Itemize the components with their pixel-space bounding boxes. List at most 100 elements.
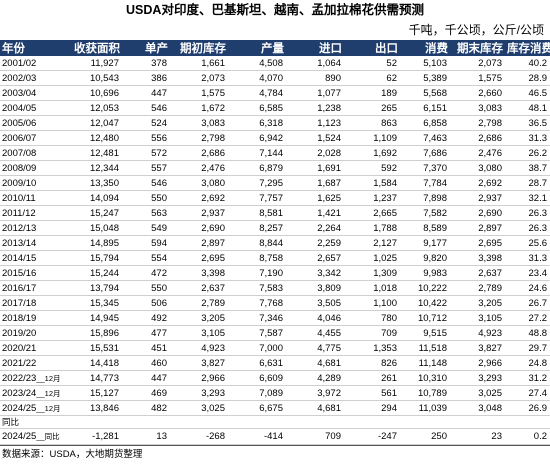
table-row: 2004/05 12,053 546 1,672 6,585 1,238 265 6,151 3…: [0, 100, 550, 116]
table-cell: 26.7: [505, 295, 550, 311]
year-cell: 2002/03: [0, 70, 65, 86]
table-cell: 4,508: [228, 56, 286, 71]
table-cell: 28.7: [505, 175, 550, 191]
table-cell: 826: [344, 355, 400, 371]
table-cell: 6,318: [228, 115, 286, 131]
table-cell: 15,896: [65, 325, 122, 341]
table-row: 2017/18 15,345 506 2,789 7,768 3,505 1,100 10,4…: [0, 295, 550, 311]
table-cell: 3,048: [450, 400, 505, 416]
table-cell: 2,127: [344, 235, 400, 251]
table-row: 2008/09 12,344 557 2,476 6,879 1,691 592 7,370 3…: [0, 160, 550, 176]
table-row: 2010/11 14,094 550 2,692 7,757 1,625 1,237 7,89…: [0, 190, 550, 206]
table-cell: 1,421: [286, 205, 344, 221]
table-cell: 2,690: [450, 205, 505, 221]
table-cell: 2,692: [450, 175, 505, 191]
table-cell: 4,289: [286, 370, 344, 386]
year-label: 2019/20: [2, 327, 37, 339]
table-cell: 23.4: [505, 265, 550, 281]
year-cell: 2014/15: [0, 250, 65, 266]
table-cell: 8,589: [400, 220, 450, 236]
table-cell: 3,293: [170, 385, 228, 401]
table-cell: -247: [344, 428, 400, 445]
table-cell: 24.6: [505, 280, 550, 296]
year-label: 2020/21: [2, 342, 37, 354]
table-cell: 4,681: [286, 355, 344, 371]
table-cell: 2,966: [170, 370, 228, 386]
table-cell: 4,923: [450, 325, 505, 341]
year-cell: 2005/06: [0, 115, 65, 131]
table-cell: 46.5: [505, 85, 550, 101]
table-row: 2013/14 14,895 594 2,897 8,844 2,259 2,127 9,17…: [0, 235, 550, 251]
table-cell: 3,205: [450, 295, 505, 311]
table-cell: 3,505: [286, 295, 344, 311]
table-cell: 7,582: [400, 205, 450, 221]
table-row: 2018/19 14,945 492 3,205 7,346 4,046 780 10,712…: [0, 310, 550, 326]
table-cell: 7,190: [228, 265, 286, 281]
table-cell: 10,222: [400, 280, 450, 296]
column-header: 产量: [228, 40, 286, 56]
year-label: 2013/14: [2, 237, 37, 249]
table-cell: 386: [122, 70, 170, 86]
year-cell: 2010/11: [0, 190, 65, 206]
unit-note: 千吨，千公顷，公斤/公顷: [408, 23, 544, 37]
table-cell: 7,686: [400, 145, 450, 161]
table-cell: 1,100: [344, 295, 400, 311]
table-cell: 2,637: [170, 280, 228, 296]
table-cell: 4,455: [286, 325, 344, 341]
year-label: 2008/09: [2, 162, 37, 174]
table-cell: 3,972: [286, 385, 344, 401]
table-cell: 26.3: [505, 205, 550, 221]
table-cell: 15,048: [65, 220, 122, 236]
source-note: 数据来源：USDA，大地期货整理: [0, 445, 550, 464]
table-cell: 2,665: [344, 205, 400, 221]
table-row: 2009/10 13,350 546 3,080 7,295 1,687 1,584 7,78…: [0, 175, 550, 191]
table-cell: 3,293: [450, 370, 505, 386]
table-cell: 524: [122, 115, 170, 131]
year-cell: 2016/17: [0, 280, 65, 296]
year-cell: 2015/16: [0, 265, 65, 281]
table-cell: 8,844: [228, 235, 286, 251]
table-cell: 7,768: [228, 295, 286, 311]
table-cell: 1,625: [286, 190, 344, 206]
table-cell: 4,070: [228, 70, 286, 86]
table-cell: 13,350: [65, 175, 122, 191]
year-cell: 2021/22: [0, 355, 65, 371]
table-cell: 14,945: [65, 310, 122, 326]
column-header: 单产: [122, 40, 170, 56]
table-cell: 12,481: [65, 145, 122, 161]
table-cell: 27.2: [505, 310, 550, 326]
column-header: 年份: [0, 40, 65, 56]
year-cell: 2024/25__12月: [0, 400, 65, 416]
table-cell: 48.8: [505, 325, 550, 341]
table-cell: 7,089: [228, 385, 286, 401]
table-cell: 12,047: [65, 115, 122, 131]
table-cell: 9,983: [400, 265, 450, 281]
table-cell: 3,105: [170, 325, 228, 341]
table-cell: 3,083: [170, 115, 228, 131]
table-row: 2005/06 12,047 524 3,083 6,318 1,123 863 6,858 2…: [0, 115, 550, 131]
table-cell: 2,660: [450, 85, 505, 101]
table-cell: 12,344: [65, 160, 122, 176]
table-cell: 38.7: [505, 160, 550, 176]
table-cell: 550: [122, 190, 170, 206]
table-cell: 546: [122, 100, 170, 116]
table-cell: 592: [344, 160, 400, 176]
table-cell: 12,480: [65, 130, 122, 146]
table-cell: 3,809: [286, 280, 344, 296]
table-cell: 3,080: [170, 175, 228, 191]
table-cell: 546: [122, 175, 170, 191]
table-cell: 2,897: [450, 220, 505, 236]
table-cell: 2,686: [450, 130, 505, 146]
table-cell: 7,295: [228, 175, 286, 191]
table-cell: 550: [122, 280, 170, 296]
table-title: USDA对印度、巴基斯坦、越南、孟加拉棉花供需预测: [126, 3, 424, 17]
table-cell: 451: [122, 340, 170, 356]
table-cell: 1,109: [344, 130, 400, 146]
table-cell: 2,476: [450, 145, 505, 161]
table-cell: 23: [450, 428, 505, 445]
table-cell: 13,794: [65, 280, 122, 296]
table-cell: 7,463: [400, 130, 450, 146]
year-label: 2021/22: [2, 357, 37, 369]
table-cell: 25.6: [505, 235, 550, 251]
table-cell: 5,103: [400, 56, 450, 71]
